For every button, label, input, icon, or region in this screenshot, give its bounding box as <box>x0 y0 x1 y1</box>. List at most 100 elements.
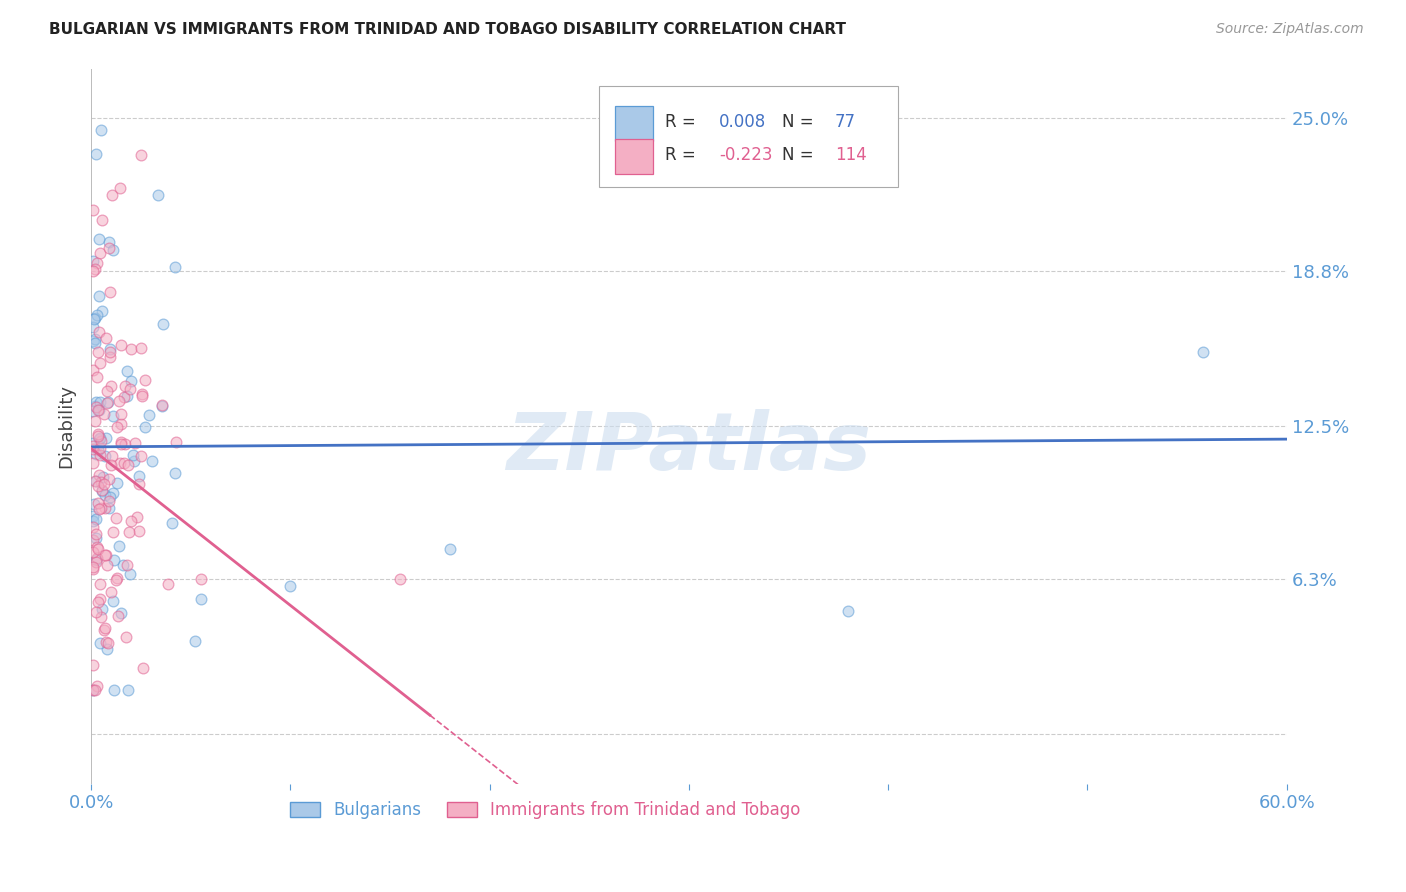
Point <box>87 427 110 442</box>
Point <box>82 683 104 698</box>
Point <box>97 395 120 409</box>
Point <box>98 494 121 508</box>
Point <box>84 605 107 619</box>
Point <box>82 520 104 534</box>
Point <box>134 420 156 434</box>
Point <box>90 609 112 624</box>
Point <box>101 244 124 258</box>
Point <box>98 241 121 255</box>
Point <box>89 231 111 245</box>
Point <box>82 456 104 470</box>
Point <box>128 524 150 538</box>
Point <box>96 635 118 649</box>
Point <box>86 370 108 384</box>
Point <box>117 683 139 698</box>
Point <box>103 683 125 698</box>
Point <box>87 443 110 458</box>
Point <box>101 409 124 423</box>
FancyBboxPatch shape <box>599 87 898 186</box>
Point <box>124 436 146 450</box>
Point <box>82 533 104 547</box>
Point <box>86 146 108 161</box>
Point <box>96 384 118 399</box>
Point <box>84 475 107 489</box>
Point <box>84 394 107 409</box>
Point <box>93 621 115 635</box>
Point <box>128 469 150 483</box>
Point <box>82 508 104 523</box>
Point <box>86 679 108 693</box>
Point <box>90 602 112 616</box>
Point <box>87 501 110 516</box>
Point <box>86 447 108 461</box>
Point <box>87 496 110 510</box>
Point <box>87 403 110 417</box>
Point <box>89 432 111 446</box>
Text: N =: N = <box>782 145 814 164</box>
Point <box>84 555 107 569</box>
Text: R =: R = <box>665 145 696 164</box>
Point <box>110 606 132 620</box>
Point <box>97 635 120 649</box>
Point <box>82 683 104 698</box>
Point <box>104 511 127 525</box>
Point <box>114 378 136 392</box>
Point <box>105 573 128 587</box>
Point <box>115 630 138 644</box>
Point <box>184 634 207 648</box>
Point <box>90 501 112 516</box>
Text: BULGARIAN VS IMMIGRANTS FROM TRINIDAD AND TOBAGO DISABILITY CORRELATION CHART: BULGARIAN VS IMMIGRANTS FROM TRINIDAD AN… <box>49 22 846 37</box>
Point <box>112 390 135 404</box>
Point <box>150 399 173 413</box>
Point <box>82 439 104 453</box>
Point <box>93 623 115 637</box>
Point <box>87 467 110 482</box>
FancyBboxPatch shape <box>614 106 652 142</box>
Point <box>89 441 111 455</box>
Point <box>103 524 125 539</box>
Point <box>87 325 110 339</box>
Text: R =: R = <box>665 113 696 131</box>
Point <box>89 394 111 409</box>
Point <box>100 379 122 393</box>
Text: -0.223: -0.223 <box>718 145 772 164</box>
Text: 77: 77 <box>835 113 856 131</box>
Point <box>96 558 118 572</box>
Point <box>87 542 110 557</box>
Point <box>105 571 128 585</box>
Point <box>118 524 141 539</box>
Point <box>108 456 131 470</box>
Text: N =: N = <box>782 113 814 131</box>
Point <box>148 188 170 202</box>
Point <box>93 548 115 562</box>
Point <box>84 311 107 326</box>
Point <box>89 449 111 463</box>
Point <box>100 458 122 473</box>
Point <box>837 604 859 618</box>
Point <box>91 304 114 318</box>
Point <box>84 262 107 277</box>
Point <box>115 558 138 572</box>
Point <box>122 453 145 467</box>
Point <box>98 345 121 359</box>
Point <box>190 591 212 606</box>
Point <box>84 531 107 545</box>
Point <box>93 408 115 422</box>
Point <box>98 342 121 356</box>
Point <box>94 500 117 515</box>
Point <box>141 454 163 468</box>
Point <box>84 414 107 428</box>
Point <box>101 594 124 608</box>
Point <box>82 334 104 348</box>
Point <box>89 246 111 260</box>
Point <box>96 396 118 410</box>
Point <box>86 550 108 565</box>
Text: Source: ZipAtlas.com: Source: ZipAtlas.com <box>1216 22 1364 37</box>
Point <box>89 636 111 650</box>
Point <box>280 579 302 593</box>
Point <box>91 212 114 227</box>
Point <box>86 540 108 554</box>
Point <box>97 500 120 515</box>
Point <box>129 341 152 355</box>
Point <box>163 260 186 274</box>
